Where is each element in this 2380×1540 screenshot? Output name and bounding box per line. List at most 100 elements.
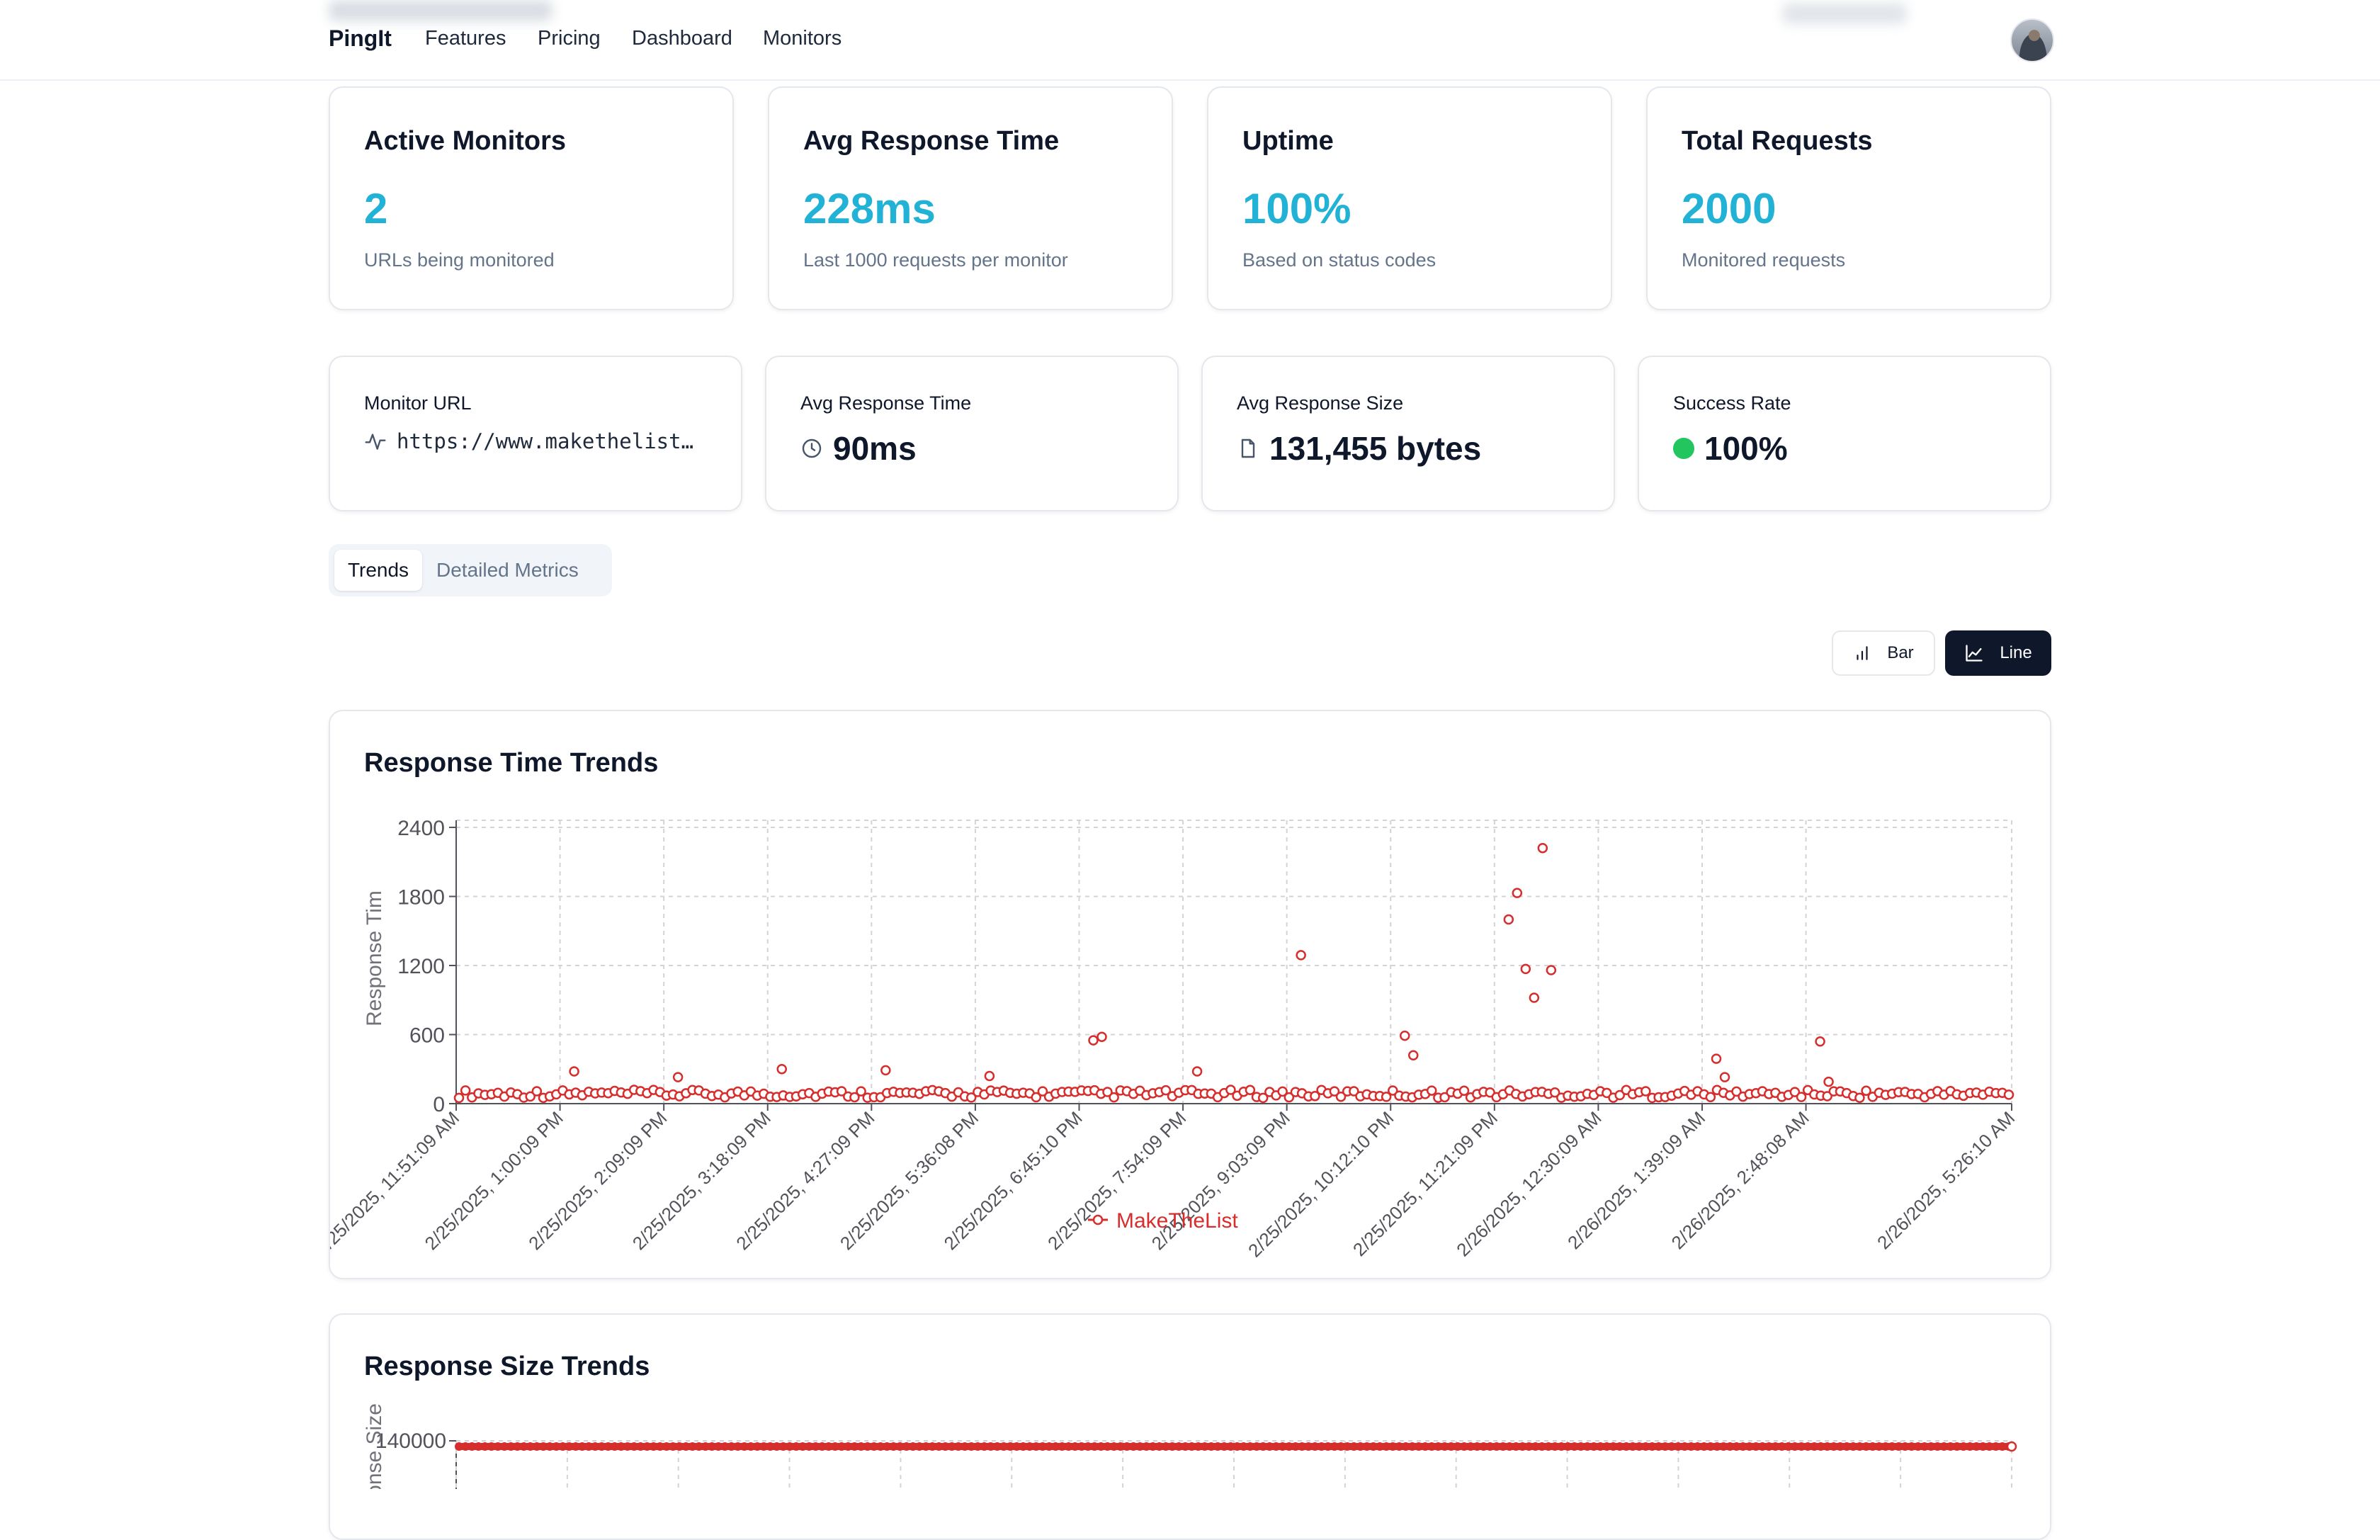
data-point	[1160, 1085, 1172, 1096]
blurred-label	[1782, 3, 1907, 24]
nav-link-monitors[interactable]: Monitors	[763, 27, 842, 50]
avg-response-time-card: Avg Response Time 90ms	[765, 356, 1179, 511]
data-point	[1458, 1085, 1470, 1096]
success-rate-value: 100%	[1704, 430, 1788, 467]
tab-detailed-metrics[interactable]: Detailed Metrics	[436, 559, 579, 581]
data-point-outlier	[1503, 914, 1514, 925]
data-point-outlier	[1096, 1031, 1107, 1042]
data-point	[1439, 1092, 1450, 1103]
data-point	[1640, 1086, 1651, 1097]
stat-subtitle: Based on status codes	[1242, 249, 1436, 271]
response-size-chart-card: Response Size Trends 140000 Response Size	[329, 1313, 2051, 1540]
activity-icon	[365, 434, 386, 450]
data-point-outlier	[1512, 888, 1523, 898]
avg-response-size-label: Avg Response Size	[1237, 392, 1404, 414]
legend-label: MakeTheList	[1116, 1209, 1238, 1233]
stat-value: 100%	[1242, 185, 1352, 232]
data-point	[1388, 1085, 1398, 1096]
data-point	[856, 1086, 866, 1097]
data-point-outlier	[1088, 1035, 1099, 1046]
data-point-outlier	[1823, 1076, 1834, 1087]
stat-card-total-requests: Total Requests 2000 Monitored requests	[1646, 86, 2051, 310]
y-tick-label: 600	[409, 1024, 445, 1048]
data-point-outlier	[1191, 1066, 1203, 1077]
data-point-outlier	[1711, 1053, 1722, 1064]
top-navbar: PingIt Features Pricing Dashboard Monito…	[0, 0, 2380, 81]
data-point	[2003, 1089, 2014, 1100]
data-point	[1257, 1092, 1269, 1104]
data-point	[1031, 1092, 1042, 1103]
y-tick-label: 1200	[397, 955, 445, 978]
data-point-outlier	[1520, 963, 1531, 975]
stat-title: Active Monitors	[364, 126, 567, 156]
data-point	[1277, 1086, 1288, 1097]
stat-value: 2000	[1682, 185, 1776, 232]
data-point	[965, 1092, 977, 1103]
data-point	[1381, 1092, 1392, 1102]
user-avatar[interactable]	[2010, 18, 2054, 62]
data-point	[460, 1085, 471, 1096]
data-point	[1426, 1085, 1437, 1096]
data-point	[2006, 1441, 2017, 1452]
data-point-outlier	[1296, 950, 1306, 961]
bar-chart-button[interactable]: Bar	[1832, 630, 1935, 676]
avg-response-time-label: Avg Response Time	[800, 392, 972, 414]
data-point	[453, 1092, 465, 1104]
line-chart-button[interactable]: Line	[1945, 630, 2051, 676]
data-point	[1796, 1092, 1807, 1102]
data-point-outlier	[776, 1064, 787, 1075]
data-point	[1329, 1086, 1340, 1097]
line-button-label: Line	[2000, 643, 2032, 662]
data-point	[1245, 1085, 1256, 1096]
nav-link-features[interactable]: Features	[425, 27, 506, 50]
stat-subtitle: Last 1000 requests per monitor	[803, 249, 1068, 271]
data-point	[1731, 1086, 1742, 1097]
data-point-outlier	[1529, 992, 1540, 1003]
x-tick-label: 2/26/2025, 5:26:10 AM	[1873, 1107, 2019, 1253]
monitor-url-card: Monitor URL https://www.makethelist.com	[329, 356, 742, 511]
bar-chart-icon	[1857, 646, 1868, 660]
data-point	[849, 1092, 860, 1103]
stat-value: 2	[364, 185, 388, 232]
stat-subtitle: URLs being monitored	[364, 249, 555, 271]
status-dot-icon	[1673, 438, 1694, 459]
chart-title: Response Size Trends	[364, 1352, 650, 1381]
data-point-outlier	[880, 1065, 891, 1076]
file-icon	[1241, 438, 1255, 458]
stat-card-uptime: Uptime 100% Based on status codes	[1207, 86, 1612, 310]
brand-logo[interactable]: PingIt	[329, 26, 392, 51]
success-rate-label: Success Rate	[1673, 392, 1791, 414]
monitor-url-value: https://www.makethelist.com	[397, 429, 704, 453]
stat-card-avg-response: Avg Response Time 228ms Last 1000 reques…	[768, 86, 1173, 310]
data-point	[1705, 1092, 1716, 1103]
data-point	[1349, 1086, 1359, 1097]
response-time-chart-card: Response Time Trends 0 600 1200 1800 2400 Res…	[329, 710, 2051, 1279]
data-point	[531, 1086, 543, 1097]
nav-link-pricing[interactable]: Pricing	[538, 27, 601, 50]
data-point-outlier	[1399, 1030, 1410, 1041]
data-point	[1789, 1087, 1801, 1097]
y-axis-label: Response Size	[363, 1403, 386, 1489]
bar-button-label: Bar	[1887, 643, 1914, 662]
data-point-outlier	[672, 1072, 684, 1082]
data-point	[1310, 1091, 1320, 1102]
line-chart-icon	[1966, 645, 1983, 662]
success-rate-card: Success Rate 100%	[1638, 356, 2051, 511]
data-point	[1861, 1085, 1871, 1097]
nav-link-dashboard[interactable]: Dashboard	[632, 27, 732, 50]
data-point	[1102, 1087, 1113, 1097]
stat-card-active-monitors: Active Monitors 2 URLs being monitored	[329, 86, 734, 310]
blurred-heading	[329, 0, 552, 21]
data-point	[1284, 1092, 1295, 1103]
data-point	[525, 1091, 536, 1102]
data-point-outlier	[984, 1070, 995, 1082]
view-tabs: Trends Detailed Metrics	[329, 544, 612, 596]
tab-trends[interactable]: Trends	[334, 550, 422, 591]
stat-title: Total Requests	[1682, 126, 1873, 156]
stat-value: 228ms	[803, 185, 936, 232]
data-point	[836, 1086, 847, 1097]
data-point	[1037, 1086, 1048, 1097]
data-point	[1549, 1087, 1560, 1098]
